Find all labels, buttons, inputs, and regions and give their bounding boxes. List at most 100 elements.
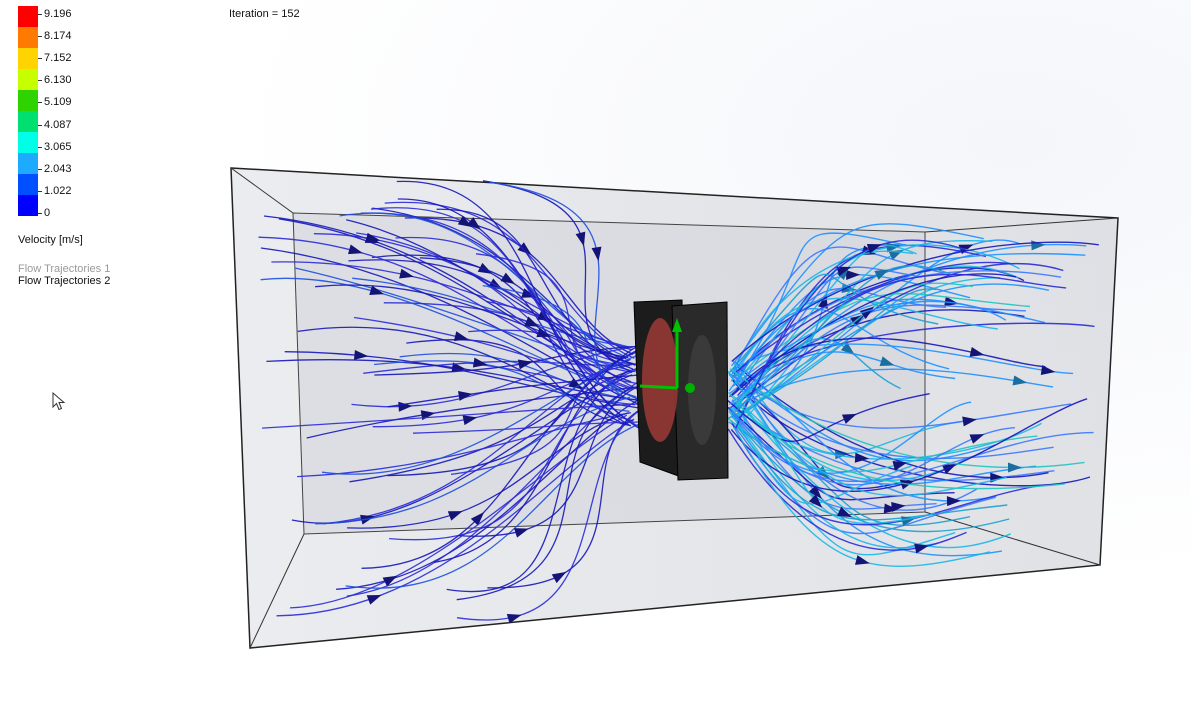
legend-tick-label: 2.043 — [38, 162, 72, 175]
flow-direction-arrow-icon — [366, 595, 382, 605]
flow-trajectory-line — [457, 384, 642, 537]
legend-color-segment — [18, 90, 38, 112]
flow-trajectory-line — [728, 373, 1054, 460]
flow-trajectory-line — [399, 352, 641, 402]
flow-trajectory-line — [731, 241, 1099, 362]
flow-trajectory-line — [733, 395, 1007, 497]
flow-direction-arrow-icon — [969, 434, 985, 444]
flow-direction-arrow-icon — [399, 268, 414, 279]
flow-trajectory-line — [727, 393, 930, 443]
flow-direction-arrow-icon — [808, 494, 823, 508]
fan-origin-marker — [685, 383, 695, 393]
flow-trajectory-line — [736, 240, 993, 430]
legend-tick-label: 7.152 — [38, 52, 72, 65]
flow-trajectory-line — [734, 423, 1008, 521]
flow-trajectory-line — [450, 361, 626, 476]
legend-tick-label: 9.196 — [38, 8, 72, 20]
flow-trajectory-line — [356, 232, 644, 402]
legend-tick-label: 4.087 — [38, 118, 72, 131]
flow-trajectory-line — [262, 403, 640, 429]
flow-direction-arrow-icon — [551, 571, 567, 584]
flow-direction-arrow-icon — [969, 346, 985, 357]
flow-trajectory-line — [412, 421, 641, 434]
domain-edge — [924, 511, 1101, 566]
flow-trajectories-1-label[interactable]: Flow Trajectories 1 — [18, 263, 111, 275]
flow-trajectory-line — [456, 387, 634, 601]
flow-trajectory-line — [276, 418, 635, 617]
flow-direction-arrow-icon — [854, 555, 870, 565]
flow-direction-arrow-icon — [1040, 365, 1056, 375]
flow-trajectory-line — [315, 396, 631, 525]
flow-direction-arrow-icon — [962, 416, 977, 427]
flow-trajectory-line — [727, 391, 1065, 490]
flow-trajectory-line — [728, 351, 956, 406]
flow-trajectories-inlet — [258, 180, 645, 624]
flow-trajectory-line — [736, 397, 1011, 549]
legend-colorbar — [18, 6, 38, 216]
flow-trajectory-line — [258, 236, 632, 389]
flow-trajectory-line — [729, 368, 1085, 469]
flow-trajectory-line — [446, 370, 630, 593]
flow-trajectory-line — [348, 259, 639, 366]
flow-trajectory-line — [487, 407, 643, 589]
flow-direction-arrow-icon — [1012, 375, 1028, 386]
flow-trajectory-line — [737, 282, 974, 417]
flow-trajectory-line — [735, 408, 971, 527]
flow-trajectory-line — [728, 232, 903, 392]
flow-trajectory-line — [728, 322, 1095, 398]
flow-direction-arrow-icon — [514, 528, 529, 538]
flow-trajectory-line — [728, 372, 1072, 429]
pointer-cursor-icon — [52, 392, 66, 411]
flow-direction-arrow-icon — [470, 512, 485, 526]
flow-direction-arrow-icon — [837, 506, 852, 518]
legend-color-segment — [18, 27, 38, 49]
flow-direction-arrow-icon — [946, 496, 961, 507]
flow-trajectory-line — [315, 284, 629, 359]
legend-color-segment — [18, 69, 38, 91]
flow-trajectory-line — [732, 416, 912, 505]
flow-trajectory-line — [475, 253, 629, 389]
flow-trajectory-line — [260, 277, 637, 398]
flow-trajectory-line — [396, 180, 630, 426]
flow-trajectory-line — [732, 300, 1007, 387]
flow-trajectory-line — [737, 273, 1067, 397]
flow-trajectory-line — [732, 413, 1094, 483]
flow-direction-arrow-icon — [914, 543, 929, 554]
flow-direction-arrow-icon — [524, 316, 540, 327]
flow-trajectory-line — [383, 302, 633, 366]
flow-direction-arrow-icon — [447, 511, 463, 521]
flow-direction-arrow-icon — [879, 356, 895, 366]
legend-color-segment — [18, 6, 38, 28]
flow-trajectory-line — [727, 417, 1038, 473]
flow-direction-arrow-icon — [575, 231, 586, 247]
flow-trajectories-2-label[interactable]: Flow Trajectories 2 — [18, 275, 111, 287]
flow-trajectory-line — [346, 412, 629, 529]
flow-trajectory-line — [323, 350, 639, 525]
flow-trajectory-line — [271, 261, 632, 349]
domain-edge — [249, 533, 305, 649]
flow-trajectory-line — [730, 273, 1017, 398]
flow-trajectory-line — [731, 415, 1010, 533]
flow-trajectory-line — [735, 239, 966, 429]
flow-trajectory-line — [284, 351, 642, 409]
fan-blades — [642, 318, 678, 442]
flow-direction-arrow-icon — [854, 452, 870, 463]
legend-units-label: Velocity [m/s] — [18, 234, 83, 246]
flow-trajectory-line — [727, 428, 967, 551]
flow-direction-arrow-icon — [453, 331, 469, 341]
legend-color-segment — [18, 195, 38, 216]
flow-trajectory-line — [345, 423, 641, 589]
flow-trajectory-line — [733, 246, 945, 369]
flow-trajectory-line — [278, 218, 632, 383]
flow-direction-arrow-icon — [944, 296, 959, 307]
flow-trajectory-line — [352, 277, 633, 349]
legend-color-segment — [18, 48, 38, 70]
flow-trajectory-line — [297, 412, 632, 478]
flow-trajectory-line — [370, 207, 628, 400]
flow-trajectory-line — [731, 423, 1041, 526]
axis-arrow-icon — [672, 318, 682, 332]
fan-assembly[interactable] — [633, 299, 729, 481]
flow-trajectory-line — [372, 365, 628, 428]
